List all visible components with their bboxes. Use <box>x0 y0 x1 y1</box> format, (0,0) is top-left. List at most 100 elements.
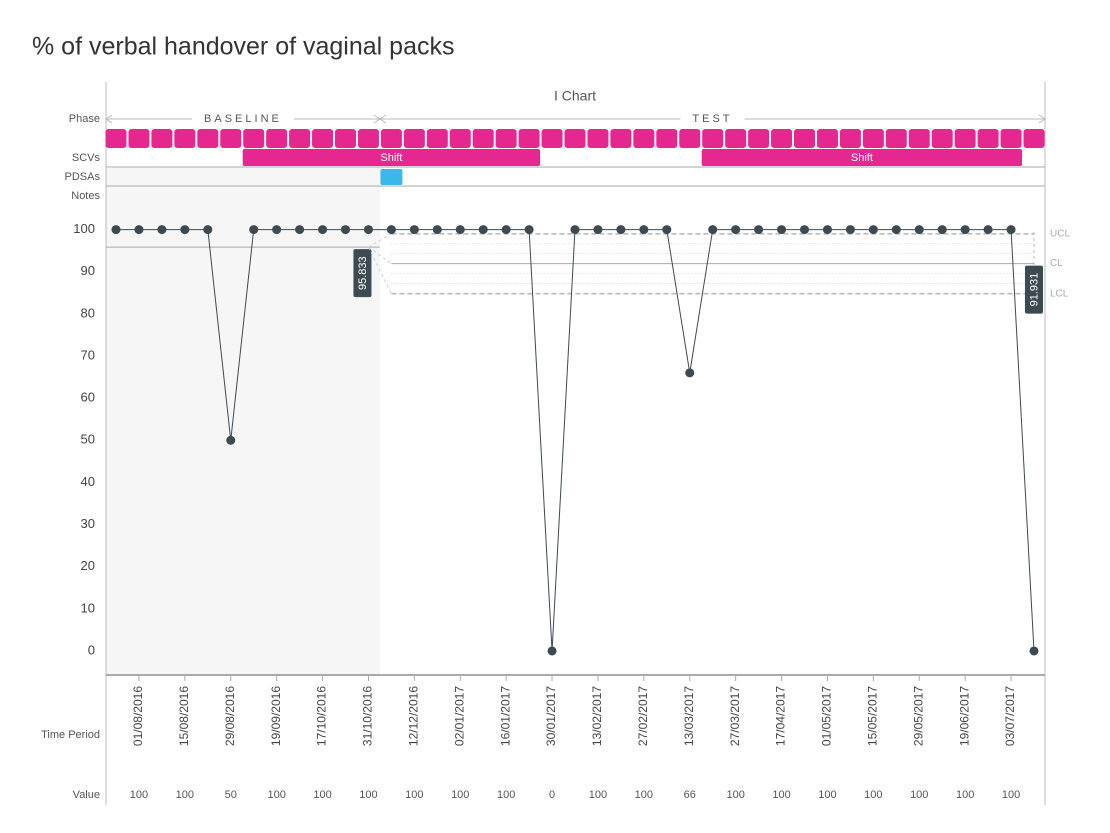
data-point <box>616 225 626 235</box>
phase-block <box>151 129 173 148</box>
x-tick-label: 31/10/2016 <box>361 686 375 746</box>
data-point <box>800 225 809 235</box>
data-point <box>891 225 901 235</box>
cl-annotation-text: 95.833 <box>357 256 369 290</box>
value-label: 100 <box>1002 789 1020 801</box>
phase-block <box>931 129 953 148</box>
value-label: 100 <box>956 789 974 801</box>
x-tick-label: 30/01/2017 <box>544 686 558 746</box>
x-tick-label: 01/08/2016 <box>131 686 145 746</box>
data-point <box>134 225 144 235</box>
limit-transition <box>368 233 392 248</box>
data-point <box>685 368 695 378</box>
y-tick-label: 70 <box>81 347 95 362</box>
phase-block <box>725 129 747 148</box>
phase-block <box>472 129 494 148</box>
value-label: 100 <box>359 789 377 801</box>
x-tick-label: 16/01/2017 <box>498 686 512 746</box>
y-tick-label: 90 <box>81 263 95 278</box>
phase-block <box>403 129 425 148</box>
row-label: Value <box>73 789 100 801</box>
data-point <box>708 225 718 235</box>
x-tick-label: 27/03/2017 <box>728 686 742 746</box>
data-point <box>341 225 350 235</box>
data-point <box>570 225 580 235</box>
value-label: 50 <box>225 789 237 801</box>
phase-block <box>679 129 701 148</box>
data-point <box>249 225 259 235</box>
value-label: 100 <box>589 789 607 801</box>
scv-label: Shift <box>851 152 873 164</box>
phase-block <box>816 129 838 148</box>
phase-block <box>266 129 288 148</box>
x-tick-label: 17/04/2017 <box>774 686 788 746</box>
phase-arrow <box>1038 114 1046 124</box>
x-tick-label: 17/10/2016 <box>315 686 329 746</box>
chart-title: % of verbal handover of vaginal packs <box>32 33 454 61</box>
data-point <box>295 225 305 235</box>
phase-block <box>977 129 999 148</box>
x-tick-label: 27/02/2017 <box>636 686 650 746</box>
phase-block <box>656 129 678 148</box>
phase-block <box>1023 129 1045 148</box>
x-tick-label: 15/05/2017 <box>866 686 880 746</box>
data-point <box>822 225 832 235</box>
phase-name: BASELINE <box>204 113 282 125</box>
phase-arrow <box>379 114 387 124</box>
data-point <box>157 225 167 235</box>
y-tick-label: 10 <box>81 600 95 615</box>
x-tick-label: 02/01/2017 <box>452 686 466 746</box>
pdsa-bar <box>380 169 403 185</box>
value-label: 100 <box>910 789 928 801</box>
data-point <box>914 225 924 235</box>
scv-bar <box>701 149 1023 166</box>
phase-block <box>541 129 563 148</box>
limit-label: CL <box>1050 258 1063 269</box>
limit-transition <box>368 246 392 265</box>
x-tick-label: 12/12/2016 <box>407 686 421 746</box>
background-layer <box>106 168 380 675</box>
value-label: 100 <box>497 789 515 801</box>
y-tick-label: 50 <box>81 432 95 447</box>
y-tick-label: 80 <box>81 305 95 320</box>
phase-block <box>564 129 586 148</box>
phase-block <box>174 129 196 148</box>
data-point <box>478 225 488 235</box>
phase-block <box>771 129 793 148</box>
value-label: 100 <box>726 789 744 801</box>
x-tick-label: 29/05/2017 <box>911 686 925 746</box>
limit-transition <box>368 246 392 294</box>
phase-shade <box>106 168 380 675</box>
data-point <box>983 225 993 235</box>
x-tick-label: 01/05/2017 <box>820 686 834 746</box>
phase-block <box>426 129 448 148</box>
phase-block <box>587 129 609 148</box>
data-point <box>409 225 419 235</box>
phase-block <box>289 129 311 148</box>
data-point <box>1029 646 1039 656</box>
phase-block <box>380 129 402 148</box>
data-point <box>960 225 970 235</box>
row-label: Notes <box>71 190 100 202</box>
value-label: 100 <box>405 789 423 801</box>
phase-block <box>954 129 976 148</box>
data-point <box>547 646 557 656</box>
phase-block <box>518 129 540 148</box>
cl-annotation-box <box>1025 265 1043 314</box>
data-point <box>432 225 442 235</box>
phase-block <box>839 129 861 148</box>
y-tick-label: 20 <box>81 558 95 573</box>
data-point <box>111 225 121 235</box>
y-tick-label: 100 <box>73 221 95 236</box>
value-label: 100 <box>635 789 653 801</box>
data-point <box>226 435 236 445</box>
phase-block <box>357 129 379 148</box>
data-point <box>203 225 213 235</box>
phase-block <box>702 129 724 148</box>
phase-block <box>105 129 127 148</box>
x-tick-label: 13/03/2017 <box>682 686 696 746</box>
data-point <box>937 225 947 235</box>
y-tick-label: 40 <box>81 474 95 489</box>
data-point <box>501 225 511 235</box>
